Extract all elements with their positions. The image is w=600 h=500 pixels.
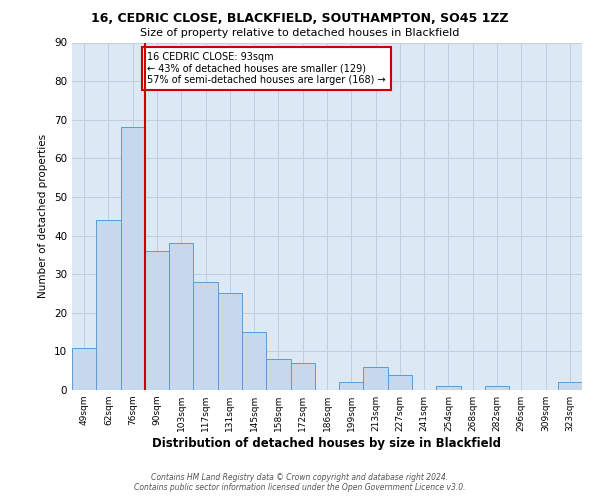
Bar	[145, 251, 169, 390]
Bar	[242, 332, 266, 390]
Y-axis label: Number of detached properties: Number of detached properties	[38, 134, 49, 298]
Bar	[266, 359, 290, 390]
Bar	[96, 220, 121, 390]
Bar	[436, 386, 461, 390]
Text: 16, CEDRIC CLOSE, BLACKFIELD, SOUTHAMPTON, SO45 1ZZ: 16, CEDRIC CLOSE, BLACKFIELD, SOUTHAMPTO…	[91, 12, 509, 26]
Bar	[193, 282, 218, 390]
Bar	[72, 348, 96, 390]
Bar	[339, 382, 364, 390]
X-axis label: Distribution of detached houses by size in Blackfield: Distribution of detached houses by size …	[152, 437, 502, 450]
Bar	[558, 382, 582, 390]
Bar	[388, 374, 412, 390]
Text: Size of property relative to detached houses in Blackfield: Size of property relative to detached ho…	[140, 28, 460, 38]
Bar	[364, 367, 388, 390]
Text: 16 CEDRIC CLOSE: 93sqm
← 43% of detached houses are smaller (129)
57% of semi-de: 16 CEDRIC CLOSE: 93sqm ← 43% of detached…	[147, 52, 386, 86]
Bar	[121, 128, 145, 390]
Bar	[485, 386, 509, 390]
Bar	[218, 294, 242, 390]
Text: Contains HM Land Registry data © Crown copyright and database right 2024.
Contai: Contains HM Land Registry data © Crown c…	[134, 473, 466, 492]
Bar	[290, 363, 315, 390]
Bar	[169, 244, 193, 390]
